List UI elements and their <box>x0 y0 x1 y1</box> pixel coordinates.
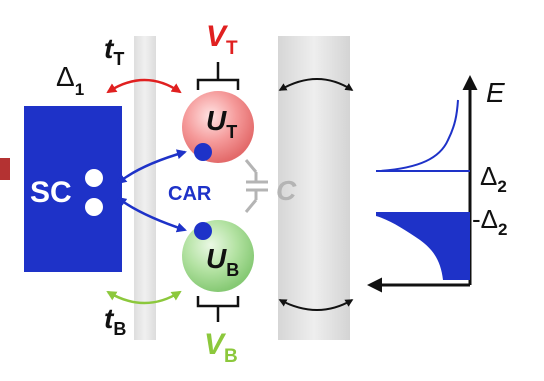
gate-voltage-bottom-label: VB <box>204 328 238 367</box>
dos-upper-curve <box>379 99 459 172</box>
tunnel-coupling-bottom-arrow <box>106 290 182 305</box>
accent-marker <box>0 158 10 180</box>
density-of-states-plot: E Δ2 -Δ2 <box>367 75 508 293</box>
interdot-capacitor <box>244 159 268 213</box>
gate-voltage-top-label: VT <box>206 20 238 59</box>
car-arrow-bottom <box>116 196 187 233</box>
lead-coupling-bottom-arrow <box>278 299 354 311</box>
car-arrow-top <box>116 149 187 185</box>
capacitance-label: C <box>276 175 297 206</box>
car-label: CAR <box>168 183 212 205</box>
charging-energy-bottom-label: UB <box>206 243 239 280</box>
energy-axis-label: E <box>486 77 505 108</box>
delta1-label: Δ1 <box>56 61 84 99</box>
electron-top <box>194 143 212 161</box>
gate-bottom-electrode <box>196 296 240 308</box>
tunnel-coupling-top-arrow <box>106 78 182 94</box>
lead-coupling-top-arrow <box>278 78 354 91</box>
delta2-negative-label: -Δ2 <box>472 204 508 239</box>
tunnel-coupling-bottom-label: tB <box>104 303 126 339</box>
tunnel-barrier <box>134 36 156 340</box>
superconductor-block <box>24 106 122 272</box>
gate-top-electrode <box>196 78 240 90</box>
electron-bottom <box>194 222 212 240</box>
sc-label: SC <box>30 176 72 209</box>
cooper-electron-top <box>85 169 103 187</box>
dos-lower-filled <box>376 212 470 280</box>
charging-energy-top-label: UT <box>206 105 237 142</box>
delta2-positive-label: Δ2 <box>480 161 507 196</box>
tunnel-coupling-top-label: tT <box>104 33 124 69</box>
cooper-electron-bottom <box>85 198 103 216</box>
